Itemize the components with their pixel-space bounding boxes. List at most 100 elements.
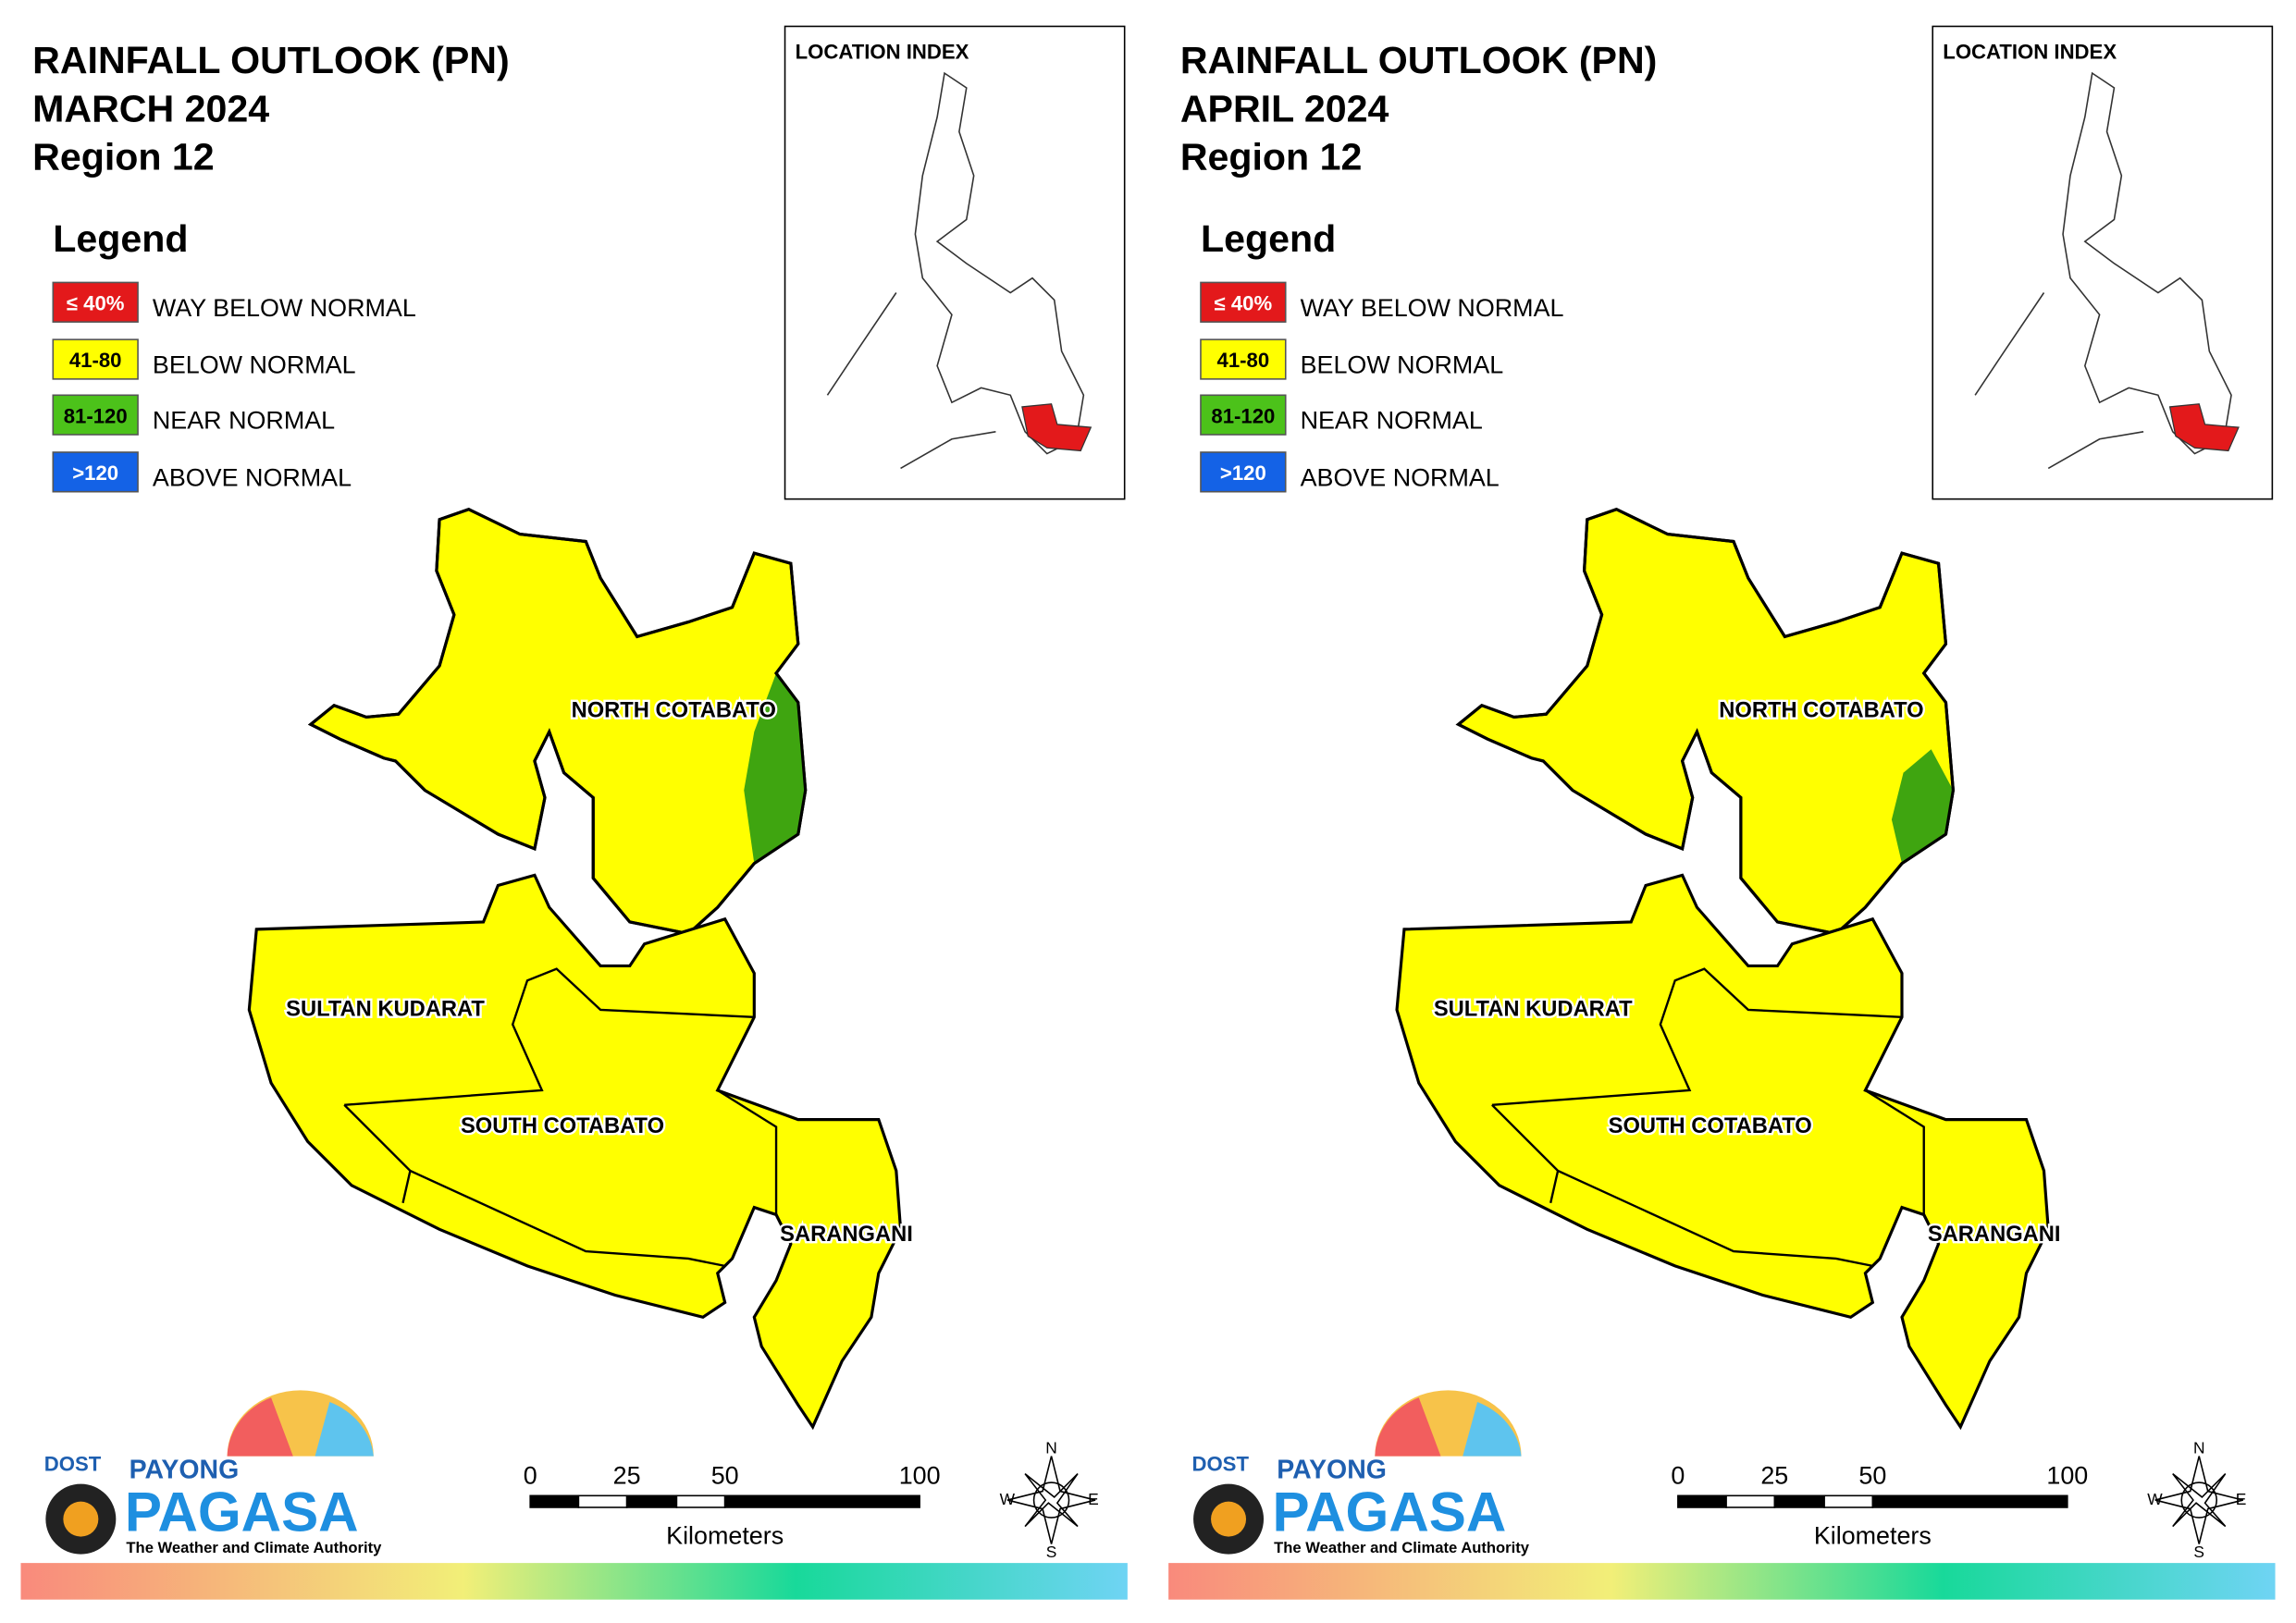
scale-segment [1823, 1494, 1874, 1508]
province-label: NORTH COTABATO [572, 698, 776, 722]
scale-unit: Kilometers [666, 1522, 784, 1550]
scale-label: 25 [1760, 1462, 1788, 1490]
map-title: RAINFALL OUTLOOK (PN) [32, 39, 510, 81]
scale-label: 25 [613, 1462, 641, 1490]
legend-range: ≤ 40% [67, 291, 125, 314]
map-title: RAINFALL OUTLOOK (PN) [1180, 39, 1658, 81]
scale-unit: Kilometers [1814, 1522, 1932, 1550]
location-index-title: LOCATION INDEX [796, 40, 969, 63]
province-label: SOUTH COTABATO [1609, 1114, 1812, 1138]
province-boundary [1491, 1103, 1873, 1268]
color-strip [1168, 1563, 2276, 1600]
logo-umbrella-right [1463, 1402, 1522, 1457]
map-panel: RAINFALL OUTLOOK (PN) APRIL 2024 Region 12… [1168, 25, 2276, 1600]
legend-swatch [52, 451, 139, 493]
legend-label: NEAR NORMAL [1301, 407, 1483, 435]
scale-segment [723, 1494, 920, 1508]
legend-range: >120 [1220, 461, 1266, 485]
logo-brand-top: PAYONG [1277, 1455, 1387, 1484]
logo-umbrella-left [227, 1397, 293, 1457]
legend-label: WAY BELOW NORMAL [153, 294, 416, 322]
legend-label: ABOVE NORMAL [153, 463, 352, 491]
region-highlight [1021, 403, 1092, 452]
legend-range: 81-120 [1211, 404, 1275, 427]
province-boundary [1864, 1088, 1925, 1215]
map-title: Region 12 [1180, 136, 1363, 178]
compass-letter: N [2193, 1438, 2205, 1457]
legend-range: >120 [72, 461, 118, 485]
compass-ring [1032, 1482, 1070, 1518]
province-label: SULTAN KUDARAT [286, 997, 485, 1021]
map-title: Region 12 [32, 136, 215, 178]
legend-label: BELOW NORMAL [153, 351, 356, 379]
near-normal-area [1891, 749, 1954, 864]
compass-letter: E [1088, 1490, 1099, 1508]
logo-seal-inner [1211, 1501, 1247, 1537]
logo-agency: DOST [44, 1452, 102, 1475]
logo-tagline: The Weather and Climate Authority [1274, 1539, 1530, 1556]
province-boundary [1491, 967, 1903, 1106]
scale-segment [675, 1494, 726, 1508]
province-boundary [401, 1170, 412, 1204]
legend-title: Legend [53, 217, 188, 260]
logo-seal-inner [63, 1501, 99, 1537]
legend-swatch [1200, 338, 1287, 380]
province-area [1395, 873, 2050, 1431]
scale-label: 50 [711, 1462, 739, 1490]
scale-label: 100 [2046, 1462, 2088, 1490]
scale-label: 50 [1858, 1462, 1886, 1490]
logo-agency: DOST [1191, 1452, 1249, 1475]
compass-rose [1006, 1456, 1096, 1544]
legend-title: Legend [1201, 217, 1336, 260]
compass-letter: N [1045, 1438, 1057, 1457]
logo-brand: PAGASA [1273, 1481, 1507, 1543]
scale-label: 0 [1671, 1462, 1685, 1490]
region-highlight [2168, 403, 2240, 452]
legend-range: 41-80 [1217, 349, 1270, 372]
color-strip [20, 1563, 1128, 1600]
location-index-title: LOCATION INDEX [1943, 40, 2117, 63]
legend-label: WAY BELOW NORMAL [1301, 294, 1564, 322]
map-title: MARCH 2024 [32, 87, 269, 129]
compass-letter: E [2236, 1490, 2247, 1508]
legend-range: 81-120 [64, 404, 128, 427]
scale-label: 0 [524, 1462, 537, 1490]
scale-segment [529, 1494, 580, 1508]
map-panel: RAINFALL OUTLOOK (PN) MARCH 2024 Region 12… [20, 25, 1128, 1600]
province-boundary [343, 1103, 725, 1268]
logo-umbrella-right [315, 1402, 374, 1457]
scale-segment [1677, 1494, 1727, 1508]
scale-label: 100 [899, 1462, 941, 1490]
legend-range: 41-80 [69, 349, 122, 372]
compass-letter: W [1000, 1490, 1016, 1508]
legend-label: ABOVE NORMAL [1301, 463, 1500, 491]
province-label: NORTH COTABATO [1719, 698, 1923, 722]
compass-ring [2180, 1482, 2218, 1518]
province-boundary [717, 1088, 778, 1215]
province-outline [1455, 508, 1955, 936]
legend-range: ≤ 40% [1215, 291, 1273, 314]
province-label: SARANGANI [1928, 1223, 2061, 1247]
legend-swatch [52, 394, 139, 436]
scale-segment [1871, 1494, 2068, 1508]
province-label: SARANGANI [780, 1223, 913, 1247]
scale-segment [625, 1494, 678, 1508]
compass-rose [2154, 1456, 2243, 1544]
compass-letter: S [1046, 1543, 1057, 1561]
province-label: SOUTH COTABATO [461, 1114, 664, 1138]
legend-swatch [52, 338, 139, 380]
province-boundary [1549, 1170, 1560, 1204]
logo-tagline: The Weather and Climate Authority [126, 1539, 382, 1556]
compass-letter: W [2147, 1490, 2163, 1508]
province-outline [307, 508, 808, 936]
legend-swatch [52, 281, 139, 323]
legend-label: NEAR NORMAL [153, 407, 335, 435]
legend-swatch [1200, 451, 1287, 493]
logo-brand-top: PAYONG [130, 1455, 240, 1484]
legend-swatch [1200, 281, 1287, 323]
province-boundary [344, 967, 755, 1106]
logo-brand: PAGASA [125, 1481, 359, 1543]
map-title: APRIL 2024 [1180, 87, 1389, 129]
compass-letter: S [2193, 1543, 2204, 1561]
